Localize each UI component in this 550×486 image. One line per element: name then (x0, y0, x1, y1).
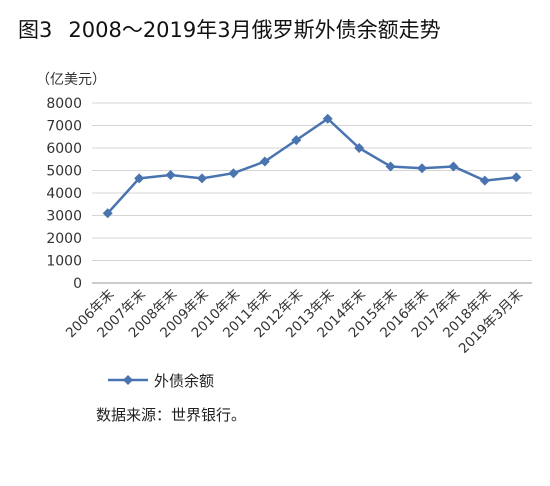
data-point-marker (259, 156, 270, 167)
data-point-marker (417, 163, 427, 174)
figure-title: 图3 2008～2019年3月俄罗斯外债余额走势 (18, 14, 441, 44)
y-tick-label: 6000 (46, 141, 82, 157)
data-point-marker (322, 113, 333, 124)
data-point-marker (511, 172, 522, 183)
data-point-marker (448, 161, 459, 172)
y-tick-label: 2000 (46, 231, 82, 247)
legend-marker (123, 375, 133, 385)
data-source-note: 数据来源：世界银行。 (96, 406, 247, 424)
y-tick-label: 1000 (46, 254, 82, 270)
data-point-marker (197, 173, 207, 184)
data-point-marker (354, 143, 365, 153)
y-tick-label: 5000 (46, 164, 82, 180)
y-tick-label: 0 (73, 276, 82, 292)
y-tick-label: 3000 (46, 209, 82, 225)
data-point-marker (165, 170, 176, 180)
y-tick-label: 8000 (46, 96, 82, 112)
data-point-marker (291, 135, 302, 146)
line-chart: （亿美元）01000200030004000500060007000800020… (36, 72, 532, 390)
data-point-marker (479, 175, 490, 186)
data-point-marker (385, 161, 396, 172)
data-point-marker (102, 208, 113, 219)
figure-label: 图3 (18, 18, 53, 42)
y-unit-label: （亿美元） (36, 72, 106, 88)
figure-title-text: 2008～2019年3月俄罗斯外债余额走势 (68, 18, 441, 42)
legend-label: 外债余额 (154, 372, 214, 390)
y-tick-label: 7000 (46, 119, 82, 135)
data-point-marker (228, 168, 239, 179)
y-tick-label: 4000 (46, 186, 82, 202)
data-point-marker (134, 173, 145, 184)
series-line (106, 117, 517, 215)
